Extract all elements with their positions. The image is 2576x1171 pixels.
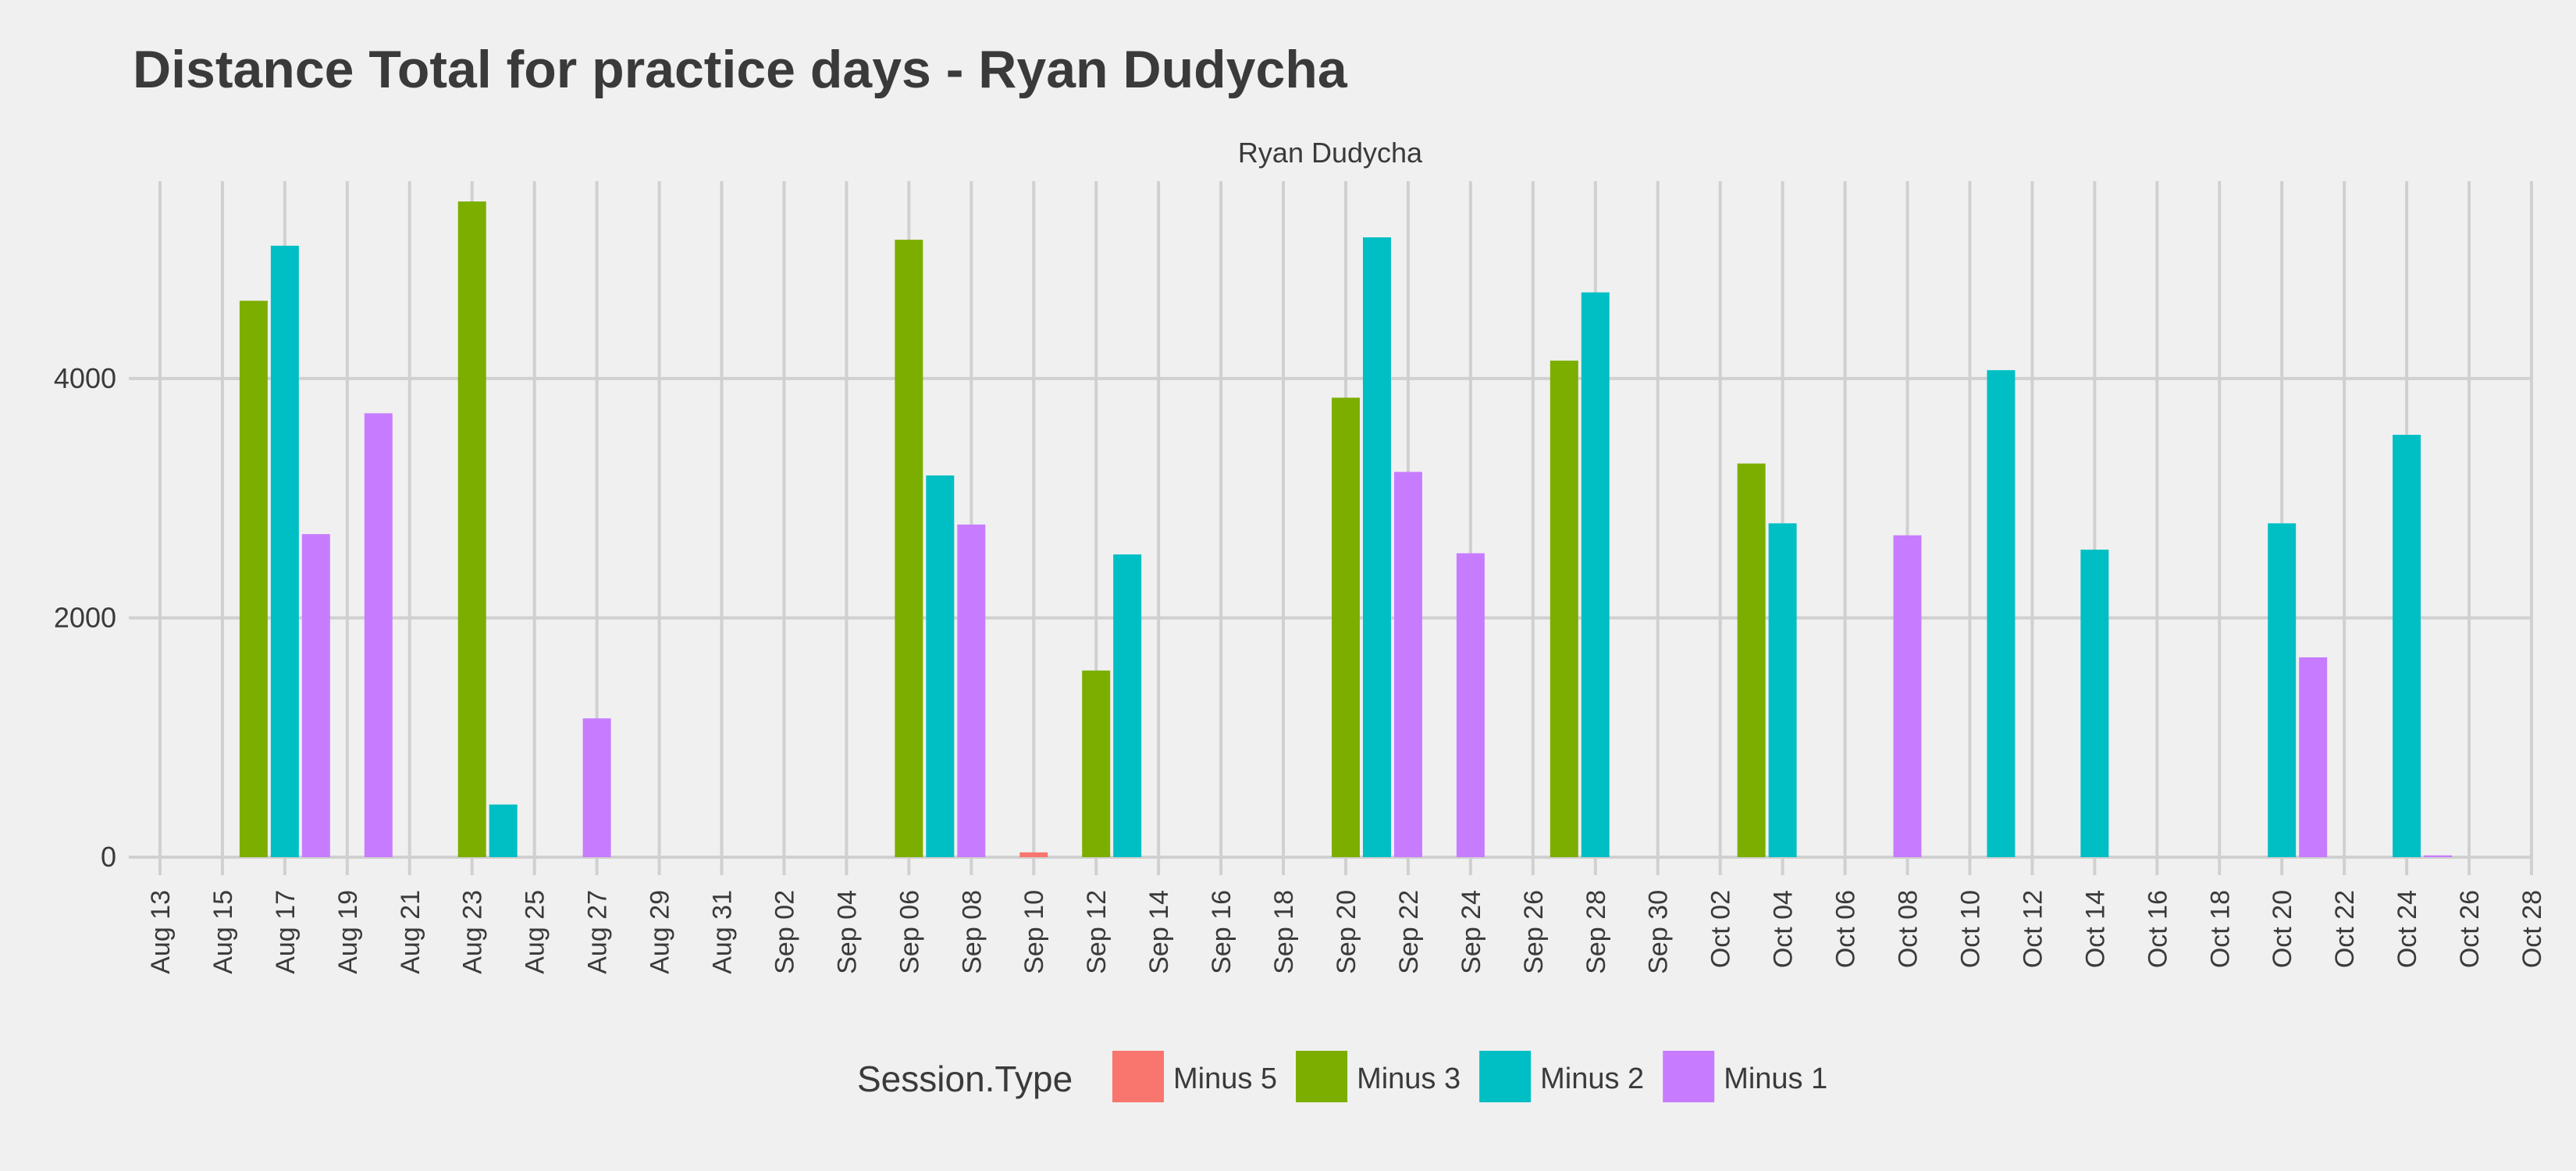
y-tick-label: 2000	[54, 601, 116, 633]
y-axis-ticks: 0 2000 4000	[54, 362, 116, 873]
x-tick-label: Sep 04	[832, 890, 862, 974]
bar	[1393, 472, 1422, 858]
bar	[926, 475, 955, 858]
bar	[1456, 553, 1485, 858]
x-tick-label: Sep 02	[770, 890, 799, 974]
legend-swatch	[1479, 1051, 1532, 1102]
bar	[364, 413, 393, 858]
bar	[2299, 657, 2328, 858]
x-tick-label: Sep 12	[1082, 890, 1112, 974]
x-tick-label: Oct 06	[1831, 890, 1861, 968]
x-tick-label: Oct 12	[2018, 890, 2048, 968]
x-tick-label: Aug 21	[396, 890, 425, 974]
x-tick-label: Sep 10	[1019, 890, 1049, 974]
x-tick-label: Aug 23	[458, 890, 488, 974]
legend-label: Minus 5	[1173, 1062, 1277, 1095]
x-axis-ticks: Aug 13 Aug 15 Aug 17 Aug 19 Aug 21 Aug 23 Aug …	[146, 890, 2547, 974]
bar	[1737, 463, 1766, 858]
bar	[2268, 523, 2297, 858]
x-tick-label: Aug 27	[583, 890, 613, 974]
bar	[582, 718, 611, 858]
grid-lines	[129, 181, 2533, 875]
bar	[489, 804, 518, 858]
x-tick-label: Oct 18	[2205, 890, 2235, 968]
legend-title: Session.Type	[857, 1059, 1073, 1099]
x-tick-label: Aug 15	[208, 890, 238, 974]
bar	[1581, 292, 1610, 858]
bar	[1768, 523, 1797, 858]
x-tick-label: Sep 08	[957, 890, 987, 974]
x-tick-label: Aug 13	[146, 890, 176, 974]
x-tick-label: Aug 29	[646, 890, 675, 974]
facet-label: Ryan Dudycha	[1238, 137, 1423, 169]
x-tick-label: Aug 31	[708, 890, 738, 974]
x-tick-label: Sep 18	[1269, 890, 1299, 974]
x-tick-label: Sep 24	[1457, 890, 1486, 974]
x-tick-label: Sep 28	[1582, 890, 1611, 974]
bar	[1082, 670, 1111, 858]
legend-swatch	[1296, 1051, 1348, 1102]
legend-swatch	[1112, 1051, 1164, 1102]
legend: Session.Type Minus 5 Minus 3 Minus 2 Minus …	[857, 1051, 1827, 1102]
x-tick-label: Oct 26	[2455, 890, 2485, 968]
x-tick-label: Oct 24	[2393, 890, 2422, 968]
x-tick-label: Oct 20	[2268, 890, 2297, 968]
bar	[1362, 237, 1391, 858]
x-tick-label: Oct 14	[2080, 890, 2110, 968]
legend-label: Minus 1	[1724, 1062, 1827, 1095]
bar	[2080, 550, 2109, 858]
bar	[895, 240, 923, 858]
bar	[301, 534, 330, 858]
x-tick-label: Sep 22	[1394, 890, 1424, 974]
bar	[1550, 360, 1578, 858]
x-tick-label: Oct 08	[1894, 890, 1923, 968]
x-tick-label: Aug 25	[521, 890, 550, 974]
bar	[239, 301, 268, 858]
bar	[1019, 852, 1048, 858]
x-tick-label: Oct 02	[1706, 890, 1736, 968]
bar	[2424, 855, 2453, 858]
x-tick-label: Oct 16	[2143, 890, 2172, 968]
x-tick-label: Sep 20	[1332, 890, 1361, 974]
x-tick-label: Sep 16	[1207, 890, 1236, 974]
x-tick-label: Aug 19	[333, 890, 363, 974]
x-tick-label: Aug 17	[271, 890, 301, 974]
chart-title: Distance Total for practice days - Ryan …	[133, 40, 1348, 99]
legend-label: Minus 3	[1357, 1062, 1461, 1095]
bar	[1987, 370, 2016, 858]
x-tick-label: Oct 22	[2330, 890, 2360, 968]
x-tick-label: Sep 26	[1519, 890, 1549, 974]
bar	[1893, 535, 1922, 858]
bar	[457, 201, 486, 858]
legend-swatch	[1663, 1051, 1715, 1102]
bar	[270, 245, 299, 858]
bar	[1331, 397, 1360, 858]
bar	[957, 524, 986, 858]
x-tick-label: Sep 06	[895, 890, 924, 974]
legend-label: Minus 2	[1540, 1062, 1644, 1095]
x-tick-label: Sep 14	[1144, 890, 1174, 974]
bar	[2393, 434, 2421, 858]
x-tick-label: Oct 28	[2517, 890, 2547, 968]
y-tick-label: 0	[101, 841, 116, 873]
bars	[239, 201, 2453, 858]
x-tick-label: Sep 30	[1644, 890, 1674, 974]
bar	[1113, 554, 1142, 858]
x-tick-label: Oct 10	[1955, 890, 1985, 968]
x-tick-label: Oct 04	[1769, 890, 1799, 968]
y-tick-label: 4000	[54, 362, 116, 394]
